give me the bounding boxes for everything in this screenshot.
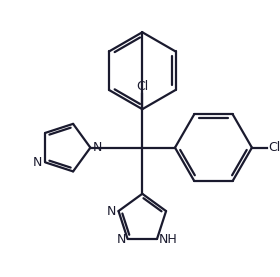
Text: NH: NH	[159, 232, 178, 245]
Text: N: N	[116, 232, 126, 245]
Text: N: N	[107, 204, 116, 217]
Text: Cl: Cl	[268, 141, 280, 154]
Text: N: N	[92, 141, 102, 154]
Text: N: N	[33, 156, 42, 169]
Text: Cl: Cl	[136, 80, 148, 93]
